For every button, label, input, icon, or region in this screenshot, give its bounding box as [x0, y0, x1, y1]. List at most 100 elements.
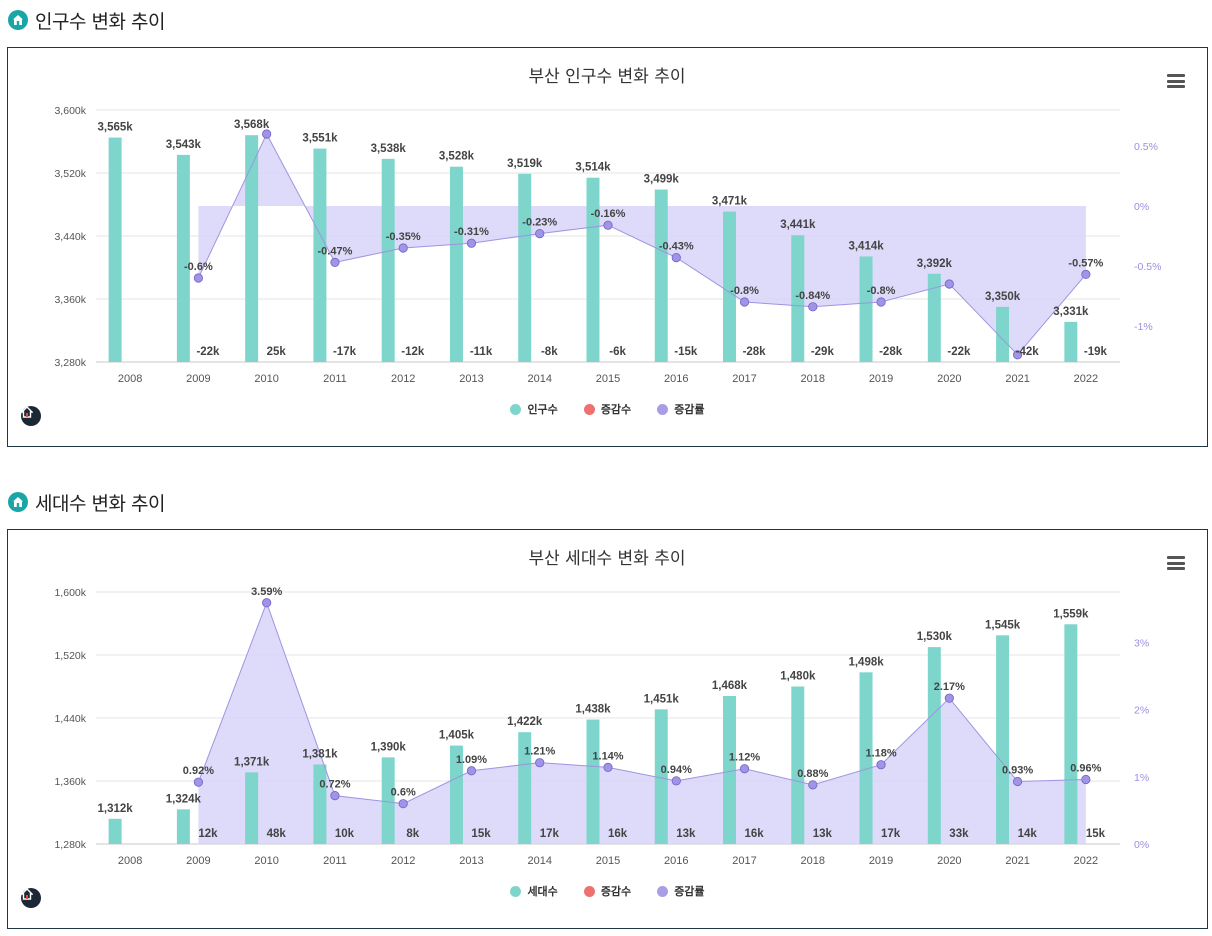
legend-label: 세대수 [527, 885, 558, 898]
x-tick-label: 2015 [596, 373, 620, 385]
data-bar [518, 173, 532, 362]
delta-value-label: -42k [1016, 346, 1040, 358]
home-icon [8, 492, 28, 512]
bar-value-label: 3,499k [644, 174, 680, 186]
data-bar [176, 809, 190, 844]
delta-value-label: 16k [608, 828, 628, 840]
x-tick-label: 2017 [732, 373, 756, 385]
household-chart: 부산 세대수 변화 추이 1,280k 1,360k 1,440k 1,520k 1,60… [54, 549, 1149, 867]
rate-value-label: 1.18% [865, 748, 896, 760]
data-bar [449, 745, 463, 844]
delta-value-label: 17k [881, 828, 901, 840]
x-tick-label: 2021 [1005, 855, 1029, 867]
rate-point [466, 766, 477, 776]
section-title-population: 인구수 변화 추이 [8, 7, 165, 33]
delta-value-label: 17k [540, 828, 560, 840]
x-tick-label: 2019 [869, 373, 893, 385]
data-bar [654, 189, 668, 362]
rate-value-label: 0.88% [797, 768, 828, 780]
bar-value-label: 1,405k [439, 730, 475, 742]
rate-point [671, 776, 681, 786]
rate-point [944, 693, 954, 703]
x-tick-label: 2013 [459, 373, 483, 385]
data-bar [723, 695, 736, 844]
chart-legend: 세대수 증감수 증감률 [8, 883, 1207, 899]
y-tick-label: 1,280k [54, 839, 86, 851]
legend-item-delta[interactable]: 증감수 [583, 883, 631, 899]
rate-point [466, 238, 477, 248]
x-tick-label: 2014 [527, 855, 551, 867]
legend-label: 증감률 [674, 885, 705, 898]
delta-value-label: -15k [674, 346, 698, 358]
population-chart: 부산 인구수 변화 추이 3,280k 3,360k 3,440k 3,520k 3,60… [54, 67, 1161, 385]
rate-value-label: 1.14% [592, 750, 623, 762]
x-tick-label: 2009 [186, 373, 210, 385]
chart-title: 부산 세대수 변화 추이 [529, 549, 686, 569]
x-tick-label: 2013 [459, 855, 483, 867]
rate-value-label: 1.12% [729, 752, 760, 764]
rate-value-label: 0.96% [1070, 762, 1101, 774]
rate-point [671, 253, 681, 263]
rate-value-label: 0.92% [183, 765, 214, 777]
x-tick-label: 2015 [596, 855, 620, 867]
bar-value-label: 1,451k [644, 693, 680, 705]
bar-value-label: 3,414k [848, 240, 884, 252]
x-tick-label: 2019 [869, 855, 893, 867]
data-bar [927, 647, 941, 844]
data-bar [791, 686, 805, 844]
x-tick-label: 2010 [254, 855, 278, 867]
rate-value-label: 0.6% [391, 787, 416, 799]
bar-value-label: 1,381k [302, 748, 338, 760]
legend-item-households[interactable]: 세대수 [510, 883, 558, 899]
x-tick-label: 2016 [664, 855, 688, 867]
y2-tick-label: 1% [1134, 772, 1149, 784]
y2-tick-label: 3% [1134, 637, 1149, 649]
bar-value-label: 3,538k [371, 143, 407, 155]
legend-label: 인구수 [527, 403, 558, 416]
rate-value-label: -0.8% [867, 285, 896, 297]
rate-point [808, 302, 818, 312]
data-bar [381, 757, 395, 844]
data-bar [518, 732, 532, 844]
data-bar [1064, 624, 1078, 844]
legend-item-rate[interactable]: 증감률 [657, 883, 705, 899]
rate-value-label: 1.09% [456, 754, 487, 766]
delta-value-label: 10k [335, 828, 355, 840]
rate-point [876, 760, 886, 770]
hamburger-menu-icon[interactable] [1167, 556, 1185, 570]
rate-value-label: -0.8% [730, 285, 759, 297]
data-bar [449, 166, 463, 362]
data-bar [586, 719, 600, 844]
rate-value-label: -0.35% [386, 231, 421, 243]
data-bar [654, 709, 668, 844]
bar-value-label: 1,480k [780, 671, 816, 683]
legend-item-delta[interactable]: 증감수 [583, 401, 631, 417]
home-icon [8, 10, 28, 30]
hamburger-menu-icon[interactable] [1167, 74, 1185, 88]
x-tick-label: 2014 [527, 373, 551, 385]
chart-legend: 인구수 증감수 증감률 [8, 401, 1207, 417]
bar-value-label: 3,331k [1053, 306, 1089, 318]
delta-value-label: -28k [743, 346, 767, 358]
x-tick-label: 2020 [937, 855, 961, 867]
rate-area [198, 134, 1086, 355]
legend-item-rate[interactable]: 증감률 [657, 401, 705, 417]
x-tick-label: 2008 [118, 373, 142, 385]
section-heading: 세대수 변화 추이 [35, 492, 165, 515]
delta-value-label: -29k [811, 346, 835, 358]
bar-value-label: 1,498k [848, 656, 884, 668]
delta-value-label: 15k [471, 828, 491, 840]
x-tick-label: 2009 [186, 855, 210, 867]
data-bar [791, 235, 805, 362]
legend-item-population[interactable]: 인구수 [510, 401, 558, 417]
rate-value-label: 0.72% [319, 779, 350, 791]
data-bar [859, 672, 873, 844]
data-bar [313, 764, 327, 844]
data-bar [176, 154, 190, 362]
rate-point [398, 243, 408, 253]
rate-point [1081, 269, 1091, 279]
rate-point [1012, 350, 1023, 360]
data-bar [108, 818, 122, 844]
data-bar [313, 148, 327, 362]
rate-value-label: -0.47% [318, 245, 353, 257]
